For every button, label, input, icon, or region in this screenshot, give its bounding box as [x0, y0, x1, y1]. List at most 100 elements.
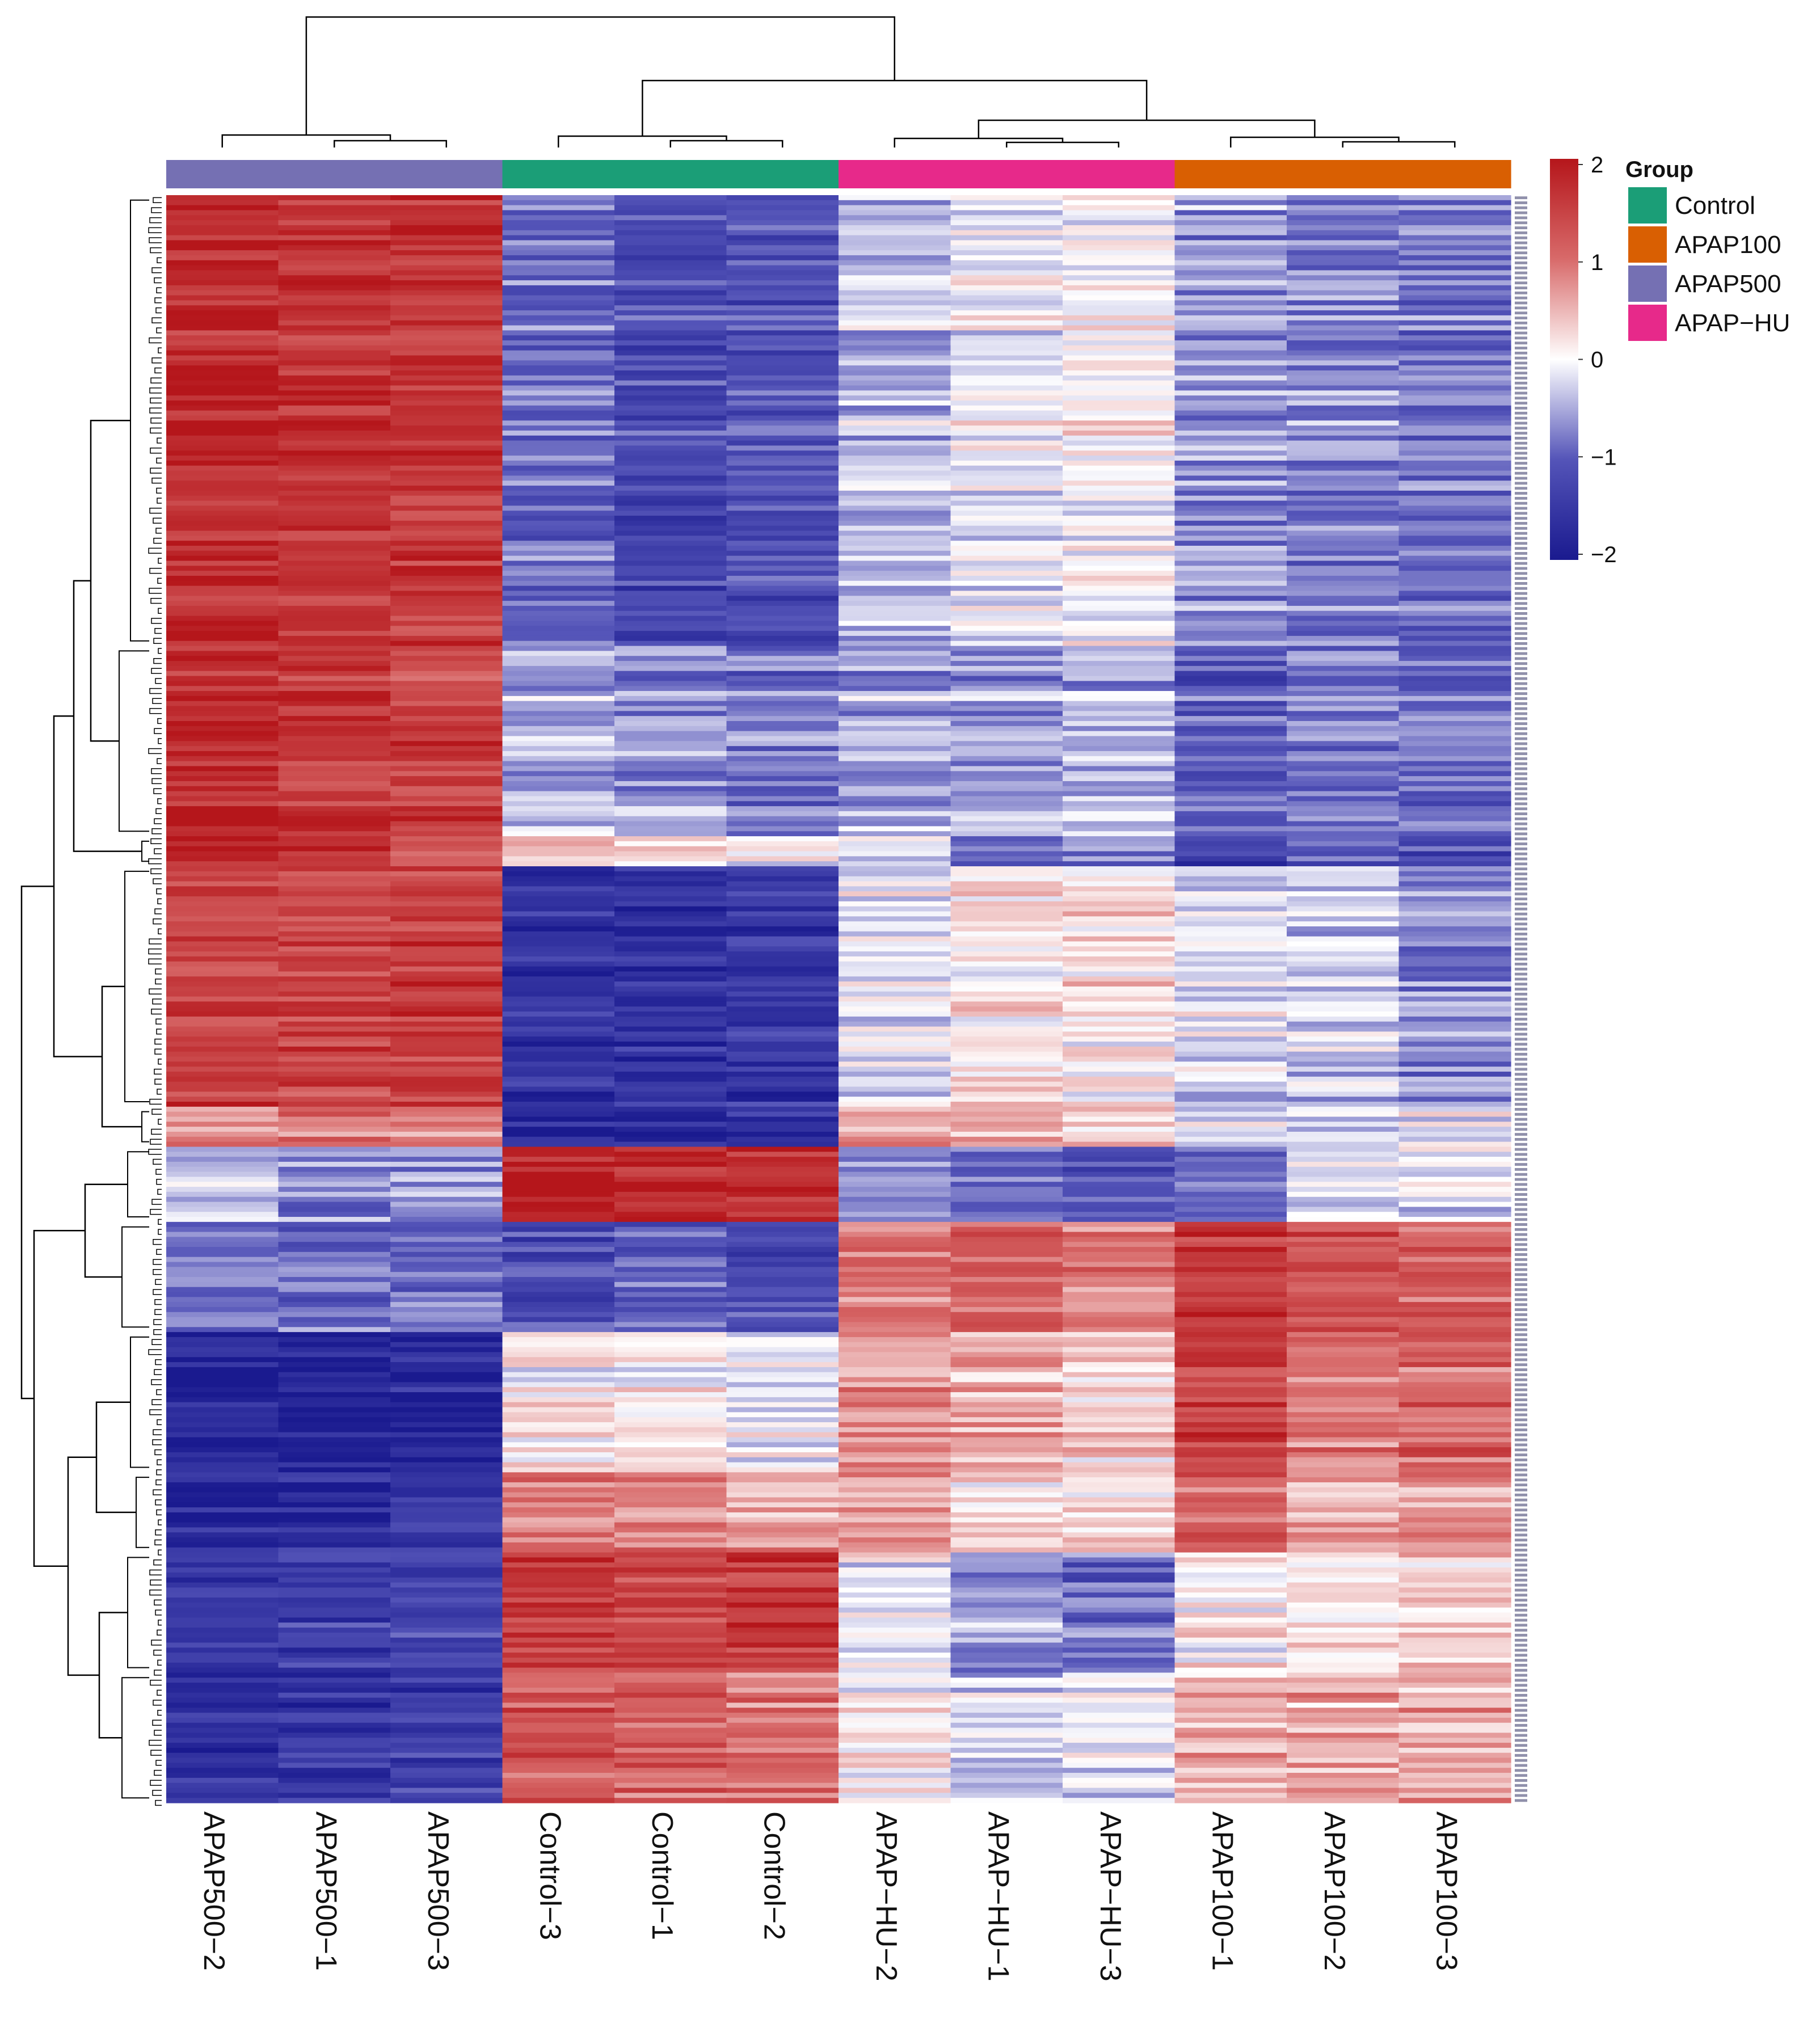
heatmap-cell [1063, 210, 1176, 216]
group-legend-label: APAP500 [1675, 270, 1781, 298]
heatmap-cell [1398, 1306, 1511, 1313]
heatmap-cell [726, 851, 839, 857]
heatmap-cell [614, 1327, 727, 1333]
heatmap-cell [278, 656, 391, 661]
heatmap-cell [1063, 686, 1176, 692]
heatmap-cell [1063, 1397, 1176, 1403]
heatmap-cell [390, 370, 503, 376]
heatmap-cell [1287, 370, 1400, 376]
heatmap-cell [390, 761, 503, 767]
heatmap-cell [390, 1602, 503, 1608]
heatmap-cell [1174, 671, 1287, 677]
heatmap-cell [502, 1272, 615, 1278]
heatmap-cell [614, 340, 727, 346]
heatmap-cell [1398, 1512, 1511, 1518]
heatmap-cell [1398, 665, 1511, 672]
heatmap-cell [950, 370, 1063, 376]
heatmap-cell [1174, 961, 1287, 967]
heatmap-cell [278, 1322, 391, 1327]
heatmap-cell [1174, 405, 1287, 411]
row-label-mark [1515, 942, 1527, 946]
heatmap-cell [1287, 931, 1400, 937]
heatmap-cell [1398, 550, 1511, 557]
heatmap-cell [1174, 941, 1287, 947]
heatmap-cell [1287, 350, 1400, 356]
heatmap-cell [950, 1081, 1063, 1088]
heatmap-cell [839, 525, 951, 532]
heatmap-cell [502, 1512, 615, 1518]
heatmap-cell [1398, 1141, 1511, 1148]
heatmap-cell [1174, 1257, 1287, 1263]
heatmap-cell [726, 1617, 839, 1623]
heatmap-cell [726, 866, 839, 872]
heatmap-cell [839, 1557, 951, 1563]
heatmap-cell [1398, 1072, 1511, 1077]
row-dendrogram-branch [153, 1559, 162, 1566]
heatmap-cell [278, 1267, 391, 1272]
heatmap-cell [1287, 410, 1400, 416]
heatmap-cell [726, 1001, 839, 1007]
heatmap-cell [1174, 1332, 1287, 1338]
heatmap-cell [726, 335, 839, 341]
heatmap-cell [614, 585, 727, 592]
heatmap-cell [502, 1788, 615, 1793]
heatmap-cell [1174, 896, 1287, 902]
heatmap-cell [839, 490, 951, 496]
heatmap-cell [726, 575, 839, 581]
heatmap-cell [166, 826, 279, 832]
heatmap-cell [839, 1397, 951, 1403]
row-dendrogram-branch [98, 1612, 128, 1739]
heatmap-cell [1287, 1191, 1400, 1198]
heatmap-cell [1398, 1793, 1511, 1798]
heatmap-cell [1063, 475, 1176, 481]
heatmap-cell [1063, 1477, 1176, 1483]
heatmap-cell [726, 676, 839, 681]
heatmap-cell [839, 555, 951, 562]
heatmap-cell [1063, 220, 1176, 226]
heatmap-cell [1063, 1422, 1176, 1428]
row-dendrogram-branch [154, 1670, 162, 1676]
heatmap-cell [839, 966, 951, 972]
heatmap-cell [726, 390, 839, 396]
heatmap-cell [1174, 1397, 1287, 1403]
heatmap-cell [1287, 1276, 1400, 1283]
heatmap-cell [502, 756, 615, 762]
heatmap-cell [950, 1713, 1063, 1718]
heatmap-cell [390, 500, 503, 506]
row-dendrogram-branch [149, 708, 162, 714]
heatmap-cell [614, 1182, 727, 1187]
row-label-mark [1515, 1018, 1527, 1021]
heatmap-cell [390, 440, 503, 446]
row-label-mark [1515, 852, 1527, 855]
row-dendrogram-branch [157, 1629, 162, 1636]
heatmap-cell [1063, 781, 1176, 787]
heatmap-cell [839, 1212, 951, 1217]
heatmap-cell [1287, 991, 1400, 997]
heatmap-cell [390, 400, 503, 406]
heatmap-cell [278, 1657, 391, 1663]
heatmap-cell [390, 245, 503, 251]
heatmap-cell [166, 285, 279, 291]
heatmap-cell [390, 385, 503, 391]
heatmap-cell [726, 1417, 839, 1423]
heatmap-cell [726, 1612, 839, 1618]
heatmap-cell [950, 881, 1063, 887]
heatmap-cell [1063, 791, 1176, 797]
heatmap-cell [950, 1262, 1063, 1267]
heatmap-cell [1063, 651, 1176, 656]
heatmap-cell [1174, 1552, 1287, 1558]
heatmap-cell [726, 1081, 839, 1088]
heatmap-cell [166, 1477, 279, 1483]
heatmap-cell [1287, 856, 1400, 862]
heatmap-cell [390, 330, 503, 336]
heatmap-cell [726, 245, 839, 251]
row-dendrogram-branch [158, 1119, 162, 1125]
row-label-mark [1515, 1664, 1527, 1667]
row-label-mark [1515, 1263, 1527, 1266]
heatmap-cell [726, 686, 839, 692]
heatmap-cell [166, 731, 279, 737]
heatmap-cell [1174, 425, 1287, 431]
heatmap-cell [950, 345, 1063, 351]
heatmap-cell [614, 575, 727, 581]
heatmap-cell [1063, 1752, 1176, 1759]
